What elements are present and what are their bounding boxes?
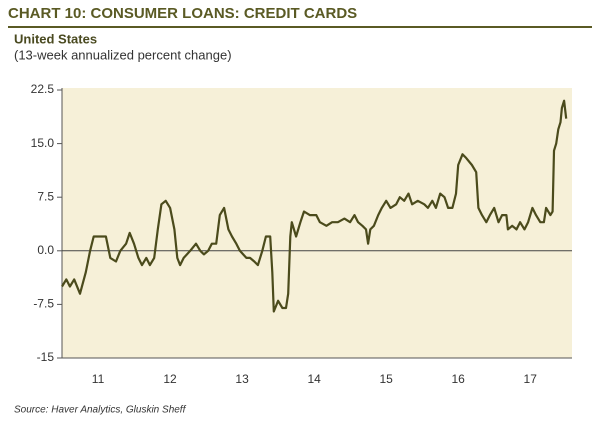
chart-title: CHART 10: CONSUMER LOANS: CREDIT CARDS [8,5,357,22]
x-tick-label: 17 [524,372,538,386]
y-tick-label: -15 [37,350,55,364]
y-tick-label: 22.5 [31,82,55,96]
y-tick-label: 15.0 [31,136,55,150]
plot-background [62,88,572,358]
chart-subtitle: United States [14,31,97,46]
data-line [61,99,568,313]
y-tick-label: 7.5 [37,189,54,203]
y-tick-label: 0.0 [37,243,54,257]
y-tick-label: -7.5 [33,297,54,311]
x-tick-label: 16 [452,372,466,386]
x-tick-label: 14 [307,372,321,386]
source-note: Source: Haver Analytics, Gluskin Sheff [14,405,187,416]
x-tick-label: 11 [92,372,105,386]
x-tick-label: 13 [235,372,249,386]
x-tick-label: 15 [379,372,393,386]
y-axis-label: (13-week annualized percent change) [14,47,232,62]
x-tick-label: 12 [163,372,177,386]
